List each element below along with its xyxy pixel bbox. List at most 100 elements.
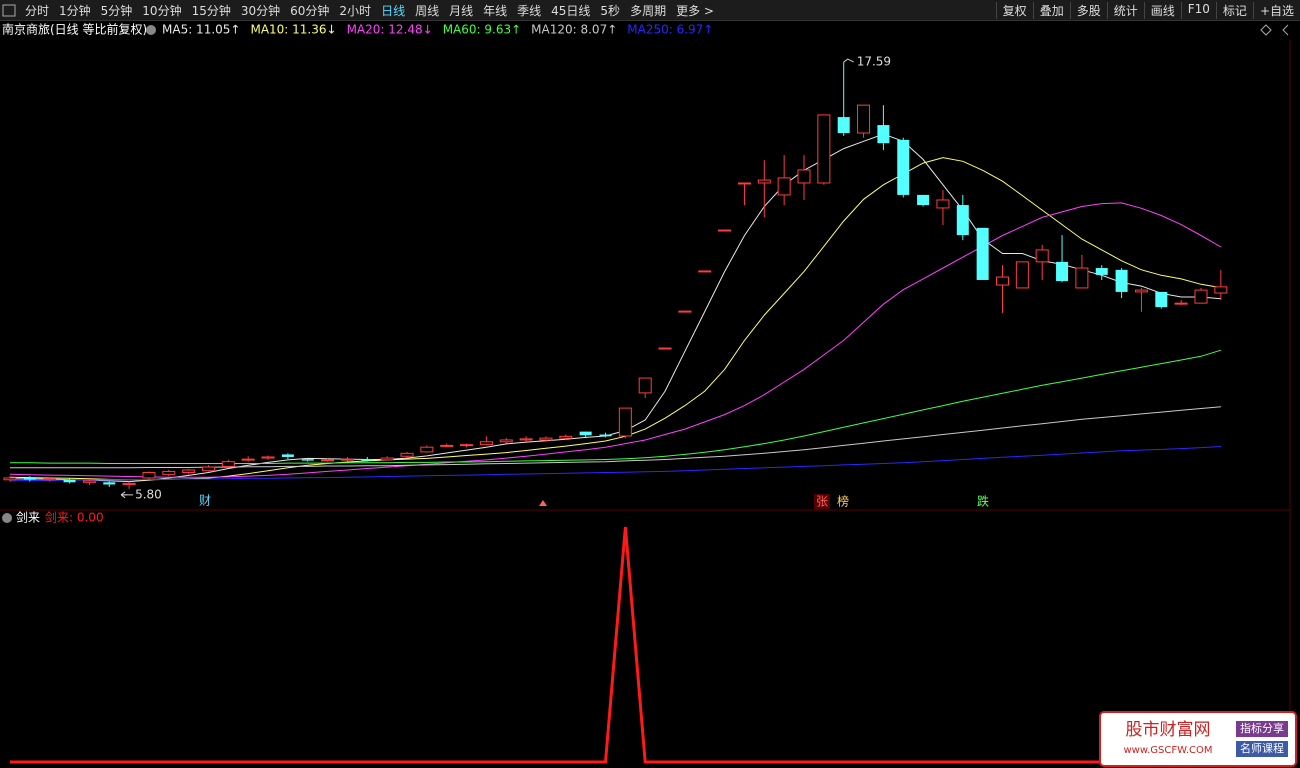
period-tab[interactable]: 2小时 <box>339 3 372 18</box>
candle-body <box>241 458 255 461</box>
candle-body <box>499 439 513 443</box>
stock-title: 南京商旅(日线 等比前复权) <box>2 22 147 37</box>
candle-body <box>1214 286 1228 294</box>
period-tab[interactable]: 5分钟 <box>100 3 133 18</box>
legend-toggle[interactable] <box>146 25 156 35</box>
period-tab[interactable]: 1分钟 <box>59 3 91 18</box>
period-tab[interactable]: 45日线 <box>551 3 591 18</box>
candle-body <box>678 310 692 313</box>
watermark-tag: 名师课程 <box>1240 741 1284 755</box>
legend-entry: MA250: 6.97↑ <box>627 23 713 37</box>
period-tab[interactable]: 年线 <box>483 3 508 18</box>
period-tab[interactable]: 季线 <box>517 3 542 18</box>
period-tab[interactable]: 日线 <box>381 3 406 18</box>
candle-body <box>261 456 275 459</box>
period-tab[interactable]: 月线 <box>449 3 474 18</box>
candle-body <box>63 479 76 483</box>
candle-body <box>400 452 414 457</box>
period-tab[interactable]: 60分钟 <box>290 3 330 18</box>
high-label: 17.59 <box>857 55 891 69</box>
legend-entry: MA20: 12.48↓ <box>347 23 433 37</box>
event-marker: 财 <box>199 494 211 508</box>
candle-body <box>519 438 533 441</box>
tool-buttons: 复权 叠加 多股 统计 画线 F10 标记 +自选 <box>995 1 1300 19</box>
ma-line <box>10 406 1221 469</box>
tool-button[interactable]: F10 <box>1180 1 1216 19</box>
candle-body <box>976 227 989 280</box>
tag-box <box>1236 721 1288 737</box>
tool-button[interactable]: +自选 <box>1252 1 1300 19</box>
period-tabs: 分时 1分钟 5分钟 10分钟 15分钟 30分钟 60分钟 2小时 日线 周线 月线 年线 季线 45日… <box>0 2 719 19</box>
ma-line <box>9 446 1221 482</box>
period-tab[interactable]: 多周期 <box>630 3 667 18</box>
candle-body <box>857 104 871 134</box>
menu-icon[interactable] <box>2 4 16 17</box>
candle-body <box>897 139 910 195</box>
indicator-toggle[interactable] <box>2 513 12 523</box>
tool-button[interactable]: 统计 <box>1106 1 1144 19</box>
legend-entry: MA10: 11.36↓ <box>250 23 336 37</box>
tag-box <box>1236 741 1288 757</box>
candle-body <box>877 125 890 144</box>
event-marker: 跌 <box>977 494 989 509</box>
candle-body <box>599 434 612 437</box>
watermark-name: 股市财富网 <box>1126 720 1211 740</box>
period-tab[interactable]: 5秒 <box>600 3 621 18</box>
event-marker: 榜 <box>837 494 849 509</box>
tool-button[interactable]: 画线 <box>1143 1 1181 19</box>
legend-entry: MA5: 11.05↑ <box>162 23 240 37</box>
candle-body <box>420 446 434 453</box>
candle-body <box>757 179 771 184</box>
candle-body <box>797 169 811 184</box>
tool-button[interactable]: 标记 <box>1215 1 1253 19</box>
candle-body <box>917 194 930 206</box>
candle-body <box>82 480 96 483</box>
candle-body <box>559 435 573 439</box>
watermark-url: www.GSCFW.COM <box>1123 745 1212 756</box>
candle-body <box>1134 289 1148 293</box>
candle-body <box>1174 302 1188 305</box>
candle-body <box>162 470 176 475</box>
candle-body <box>1035 249 1049 263</box>
period-tab[interactable]: 30分钟 <box>240 3 281 18</box>
candle-body <box>737 182 751 185</box>
indicator-legend: 剑来: 0.00 <box>45 510 104 525</box>
collapse-icon[interactable] <box>1282 24 1289 36</box>
candle-body <box>1075 267 1089 289</box>
candle-body <box>539 437 553 441</box>
candle-body <box>43 478 57 481</box>
candle-body <box>1015 261 1029 289</box>
period-tab[interactable]: 周线 <box>415 3 440 18</box>
period-tab[interactable]: 更多 > <box>676 3 714 18</box>
ma-line <box>9 202 1222 478</box>
legend-entry: MA60: 9.63↑ <box>443 23 521 37</box>
diamond-icon[interactable] <box>1260 24 1272 36</box>
candle-body <box>996 276 1009 286</box>
tool-button[interactable]: 复权 <box>995 1 1033 19</box>
candle-body <box>718 229 732 232</box>
watermark-tag: 指标分享 <box>1240 721 1284 735</box>
tool-button[interactable]: 多股 <box>1069 1 1107 19</box>
period-tab[interactable]: 15分钟 <box>191 3 231 18</box>
candle-body <box>340 458 354 461</box>
candle-body <box>1056 261 1069 282</box>
candle-body <box>202 466 215 472</box>
candle-body <box>1115 269 1128 292</box>
candle-body <box>361 459 374 461</box>
candle-body <box>103 482 116 485</box>
candle-body <box>122 482 136 485</box>
period-tab[interactable]: 10分钟 <box>142 3 182 18</box>
ma-line <box>9 133 1221 483</box>
candle-body <box>479 441 493 446</box>
annotation-arrow <box>120 491 134 499</box>
watermark: 股市财富网 www.GSCFW.COM 指标分享 名师课程 <box>1099 711 1297 767</box>
tool-button[interactable]: 叠加 <box>1032 1 1070 19</box>
candle-body <box>777 177 791 196</box>
candle-body <box>936 199 950 209</box>
period-tab[interactable]: 分时 <box>25 3 50 18</box>
candle-body <box>956 205 969 236</box>
event-box <box>814 494 830 509</box>
candle-body <box>658 347 672 350</box>
annotation-pointer <box>843 58 854 63</box>
